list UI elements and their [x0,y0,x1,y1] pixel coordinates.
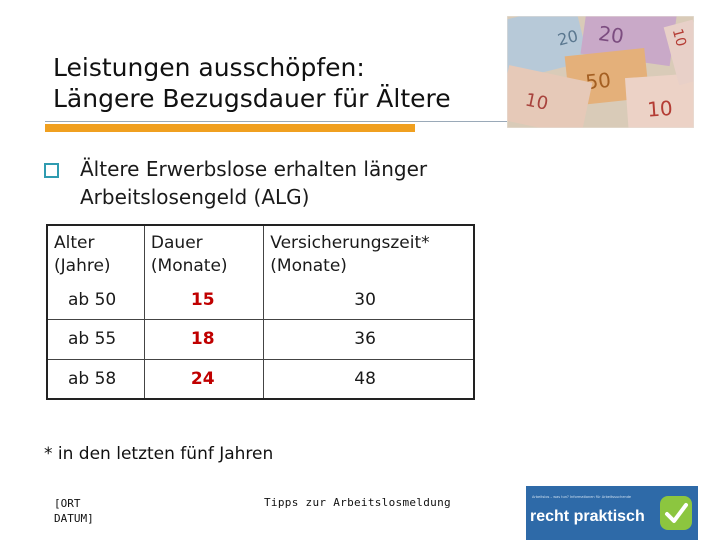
header-dauer-line2: (Monate) [150,256,228,276]
table-row: ab 55 18 36 [47,318,474,359]
footer-date-line2: DATUM] [54,512,94,525]
header-dauer-line1: Dauer [150,233,203,253]
header-versicherungszeit: Versicherungszeit* (Monate) [264,225,474,281]
cell-alter: ab 58 [47,358,145,399]
cell-versicherungszeit: 30 [354,289,376,310]
header-alter: Alter (Jahre) [47,225,145,281]
svg-text:10: 10 [669,27,689,48]
slide-title: Leistungen ausschöpfen: Längere Bezugsda… [53,52,513,114]
svg-text:10: 10 [523,89,550,114]
slide-title-line-2: Längere Bezugsdauer für Ältere [53,84,451,113]
hollow-square-bullet-icon [44,163,59,178]
header-versicherungszeit-line2: (Monate) [270,256,347,276]
table-row: ab 58 24 48 [47,358,474,399]
svg-text:10: 10 [646,96,673,122]
cell-versicherungszeit: 36 [263,318,474,359]
bullet-text: Ältere Erwerbslose erhalten länger Arbei… [80,157,428,209]
logo-tagline: Arbeitslos – was tun? Informationen für … [532,495,632,499]
banknotes-illustration: 20 20 50 10 10 10 [507,16,694,128]
cell-dauer: 15 [144,281,265,319]
cell-dauer: 18 [144,318,265,359]
benefit-duration-table: Alter (Jahre) Dauer (Monate) Versicherun… [46,224,475,400]
svg-text:20: 20 [597,21,626,48]
cell-versicherungszeit: 48 [263,358,474,399]
header-alter-line1: Alter [54,233,95,253]
footer-place-date: [ORT DATUM] [54,496,94,526]
header-dauer: Dauer (Monate) [144,225,265,281]
slide-title-line-1: Leistungen ausschöpfen: [53,53,365,82]
cell-dauer: 24 [144,358,265,399]
table-header-row: Alter (Jahre) Dauer (Monate) Versicherun… [47,225,474,281]
cell-alter: ab 55 [47,318,145,359]
euro-banknotes-photo: 20 20 50 10 10 10 [507,16,694,128]
svg-text:20: 20 [556,26,580,49]
logo-text: recht praktisch [530,508,645,525]
title-accent-bar [45,124,415,132]
header-alter-line2: (Jahre) [54,256,111,276]
checkmark-icon [660,496,692,530]
header-versicherungszeit-line1: Versicherungszeit* [270,233,430,253]
table-row: ab 50 15 30 [47,281,474,319]
footer-date-line1: [ORT [54,497,81,510]
footnote: * in den letzten fünf Jahren [44,444,274,464]
footer-title: Tipps zur Arbeitslosmeldung [264,496,451,509]
recht-praktisch-logo: Arbeitslos – was tun? Informationen für … [526,486,698,540]
cell-alter: ab 50 [47,281,145,319]
title-divider [45,121,515,122]
